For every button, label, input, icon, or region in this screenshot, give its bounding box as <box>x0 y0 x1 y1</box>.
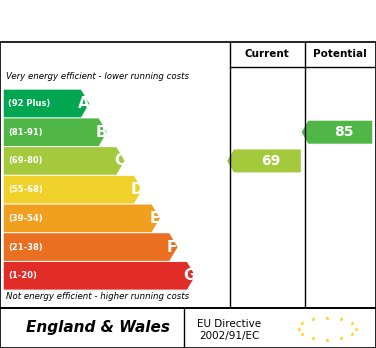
Text: Very energy efficient - lower running costs: Very energy efficient - lower running co… <box>6 72 189 81</box>
Text: (39-54): (39-54) <box>8 214 43 223</box>
Text: Energy Efficiency Rating: Energy Efficiency Rating <box>64 12 312 30</box>
Polygon shape <box>4 205 160 232</box>
Text: (92 Plus): (92 Plus) <box>8 99 50 108</box>
Text: EU Directive: EU Directive <box>197 319 261 329</box>
Polygon shape <box>4 90 89 117</box>
Text: A: A <box>78 96 90 111</box>
Text: B: B <box>96 125 108 140</box>
Text: 85: 85 <box>334 125 354 139</box>
Polygon shape <box>4 147 124 175</box>
Text: 2002/91/EC: 2002/91/EC <box>199 331 259 341</box>
Text: (21-38): (21-38) <box>8 243 43 252</box>
Text: Potential: Potential <box>314 49 367 60</box>
Polygon shape <box>4 118 107 146</box>
Polygon shape <box>302 121 372 144</box>
Text: Not energy efficient - higher running costs: Not energy efficient - higher running co… <box>6 292 189 301</box>
Polygon shape <box>4 262 195 290</box>
Text: 69: 69 <box>261 154 281 168</box>
Text: (1-20): (1-20) <box>8 271 37 280</box>
Text: England & Wales: England & Wales <box>26 321 170 335</box>
Text: G: G <box>184 268 196 283</box>
Polygon shape <box>4 233 177 261</box>
Text: D: D <box>131 182 143 197</box>
Text: F: F <box>167 239 177 255</box>
Text: E: E <box>149 211 160 226</box>
Polygon shape <box>227 149 301 172</box>
Text: (81-91): (81-91) <box>8 128 43 137</box>
Text: (55-68): (55-68) <box>8 185 43 194</box>
Text: C: C <box>114 153 125 168</box>
Text: (69-80): (69-80) <box>8 157 43 165</box>
Text: Current: Current <box>245 49 290 60</box>
Polygon shape <box>4 176 142 204</box>
